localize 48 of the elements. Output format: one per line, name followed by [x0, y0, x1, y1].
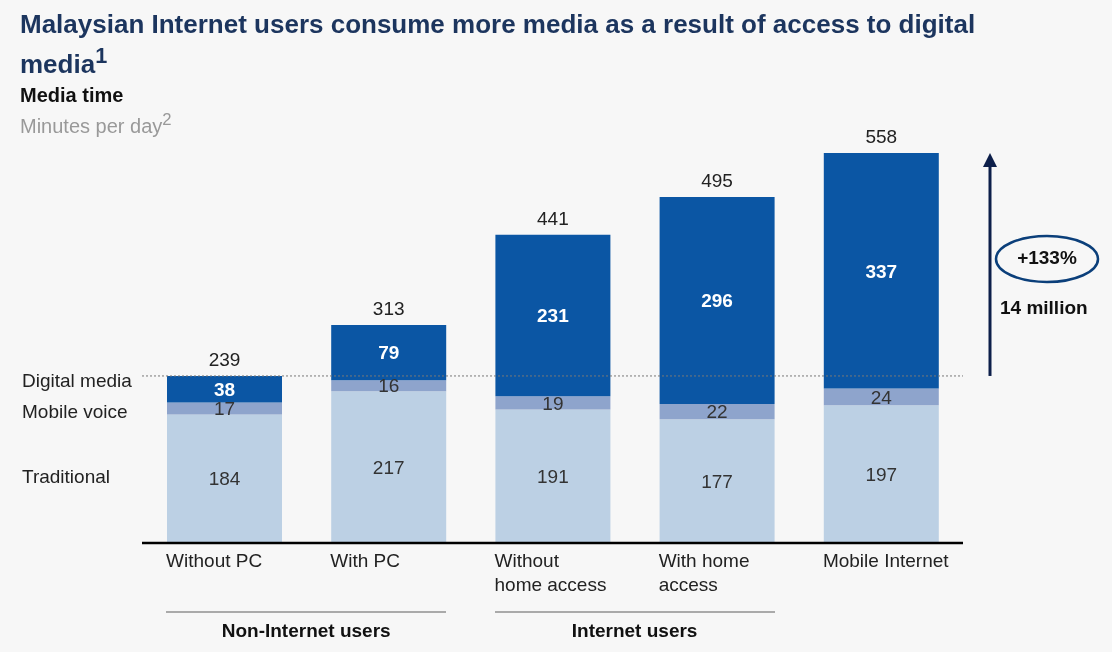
total-label: 239 [208, 348, 241, 370]
total-label: 495 [701, 170, 733, 192]
text: Non-Internet users [220, 620, 392, 642]
data-label: 337 [865, 260, 898, 282]
bar [495, 409, 611, 543]
data-label: 19 [542, 392, 564, 414]
bar [331, 391, 447, 543]
text: Traditional [22, 465, 111, 488]
total-label: 313 [372, 297, 405, 319]
data-label: 24 [870, 386, 893, 408]
text: +133% [1016, 247, 1078, 269]
y-axis-title: Minutes per day$^{2}$ [20, 110, 172, 137]
bar [167, 375, 282, 403]
data-label: 191 [537, 466, 569, 487]
bar [659, 419, 775, 543]
x-tick-label: Without home access [494, 550, 607, 595]
data-label: 217 [372, 456, 405, 478]
text: 14 million [1000, 297, 1088, 319]
data-label: 16 [378, 375, 400, 397]
data-label: 296 [701, 290, 733, 312]
chart-title: Malaysian Internet users consume more media as a result of access to digital media$^{1}$ [20, 9, 976, 79]
bar [331, 380, 447, 392]
total-label: 441 [537, 207, 569, 229]
bar [823, 153, 939, 389]
data-label: 22 [706, 401, 728, 423]
chart-subtitle: Media time [20, 84, 124, 106]
data-label: 79 [378, 342, 400, 364]
data-label: 177 [701, 470, 733, 492]
text: Mobile voice [22, 401, 128, 424]
bar [659, 403, 775, 420]
data-label: 184 [208, 468, 241, 490]
bar [167, 414, 282, 543]
bar [331, 324, 447, 381]
x-tick-label: With home access [658, 550, 750, 595]
data-label: 38 [213, 378, 236, 400]
data-label: 17 [213, 398, 236, 420]
bar [823, 405, 939, 543]
text: Internet users [570, 620, 699, 642]
x-tick-label: With PC [330, 550, 400, 571]
bar [495, 234, 611, 397]
bar [495, 396, 611, 410]
x-tick-label: Without PC [166, 550, 263, 571]
data-label: 197 [865, 463, 898, 485]
series-label: Digital media [22, 370, 132, 393]
bar [659, 197, 775, 404]
total-label: 558 [865, 126, 898, 147]
data-label: 231 [537, 305, 570, 327]
x-tick-label: Mobile Internet [822, 550, 950, 571]
